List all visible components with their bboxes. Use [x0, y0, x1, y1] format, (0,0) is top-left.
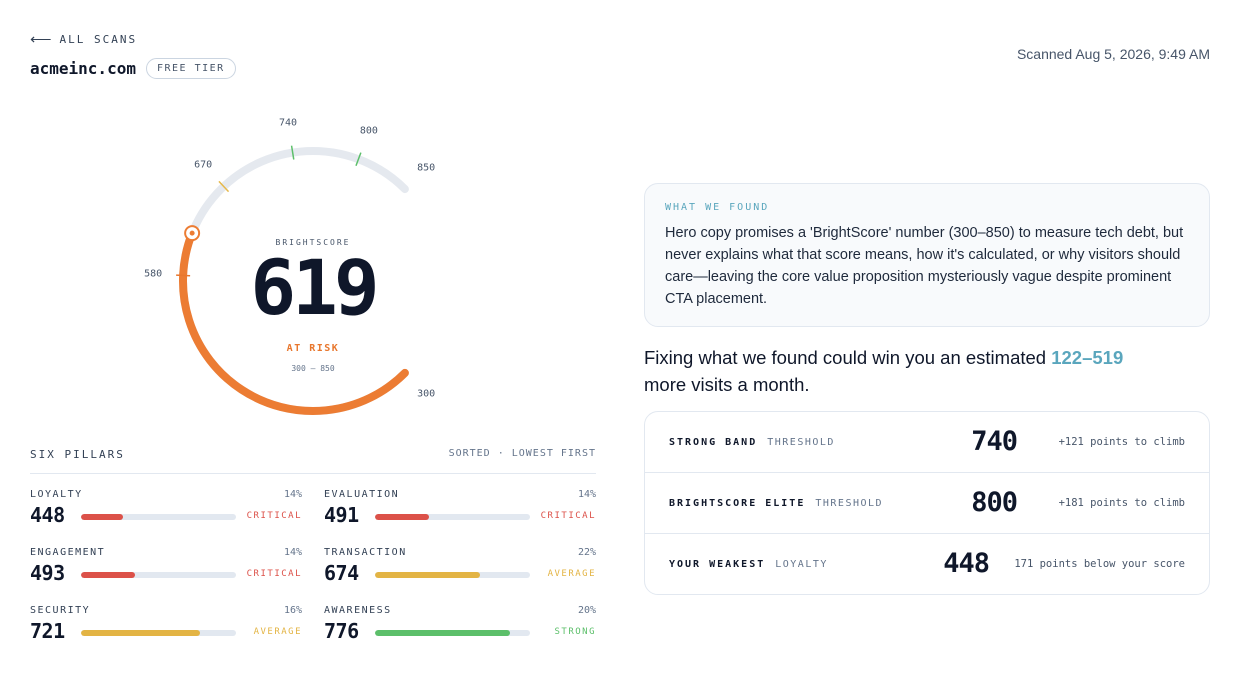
pillar-weight: 14% [283, 489, 302, 500]
threshold-sublabel: LOYALTY [775, 559, 828, 570]
pillar-score: 491 [324, 503, 359, 527]
gauge-threshold-tick [176, 274, 191, 277]
pillar-score: 493 [30, 561, 65, 585]
pillars-sort-label: SORTED · LOWEST FIRST [448, 448, 596, 459]
threshold-value: 448 [943, 548, 990, 579]
gauge-caption: BRIGHTSCORE [275, 238, 351, 247]
pillar-weight: 14% [283, 547, 302, 558]
threshold-note: +181 points to climb [1058, 497, 1185, 509]
threshold-label: BRIGHTSCORE ELITE THRESHOLD [669, 498, 884, 509]
gauge-marker-dot [189, 230, 195, 236]
threshold-row: BRIGHTSCORE ELITE THRESHOLD 800 +181 poin… [645, 473, 1209, 534]
pillar-score: 721 [30, 619, 65, 643]
threshold-note: 171 points below your score [1014, 558, 1185, 570]
threshold-label: STRONG BAND THRESHOLD [669, 437, 835, 448]
pillar-bar-fill [375, 514, 430, 520]
threshold-value: 740 [971, 426, 1018, 457]
weakest-pillar-row: YOUR WEAKEST LOYALTY 448 171 points below… [645, 534, 1209, 594]
pillars-header: SIX PILLARS SORTED · LOWEST FIRST [30, 448, 596, 474]
pillar-bar-fill [81, 572, 136, 578]
threshold-row: STRONG BAND THRESHOLD 740 +121 points to … [645, 412, 1209, 473]
pillar-evaluation: EVALUATION 14% 491 CRITICAL [324, 489, 596, 539]
gauge-threshold-tick [218, 180, 230, 193]
pillar-bar-fill [81, 514, 123, 520]
pillar-name: LOYALTY [30, 489, 83, 500]
gauge-tick-label: 670 [194, 159, 213, 171]
gauge-threshold-tick [355, 152, 362, 167]
finding-card: WHAT WE FOUND Hero copy promises a 'Brig… [644, 183, 1210, 327]
pillar-score: 674 [324, 561, 359, 585]
threshold-sublabel: THRESHOLD [815, 498, 884, 509]
thresholds-table: STRONG BAND THRESHOLD 740 +121 points to … [644, 411, 1210, 595]
back-to-all-scans-link[interactable]: ⟵ ALL SCANS [30, 32, 137, 47]
pillar-name: EVALUATION [324, 489, 400, 500]
gauge-arc [176, 145, 409, 415]
pillar-bar [81, 514, 236, 520]
pillar-status: CRITICAL [246, 569, 302, 579]
pillar-status: AVERAGE [253, 627, 302, 637]
back-link-label: ALL SCANS [59, 33, 138, 46]
gauge-tick-label: 740 [278, 117, 297, 129]
gauge-range: 300 — 850 [291, 364, 335, 373]
pillar-score: 776 [324, 619, 359, 643]
threshold-value: 800 [971, 487, 1018, 518]
pillar-engagement: ENGAGEMENT 14% 493 CRITICAL [30, 547, 302, 597]
pillar-status: STRONG [554, 627, 596, 637]
pillar-bar [375, 514, 530, 520]
arrow-left-icon: ⟵ [30, 31, 52, 48]
threshold-note: +121 points to climb [1058, 436, 1185, 448]
pillar-security: SECURITY 16% 721 AVERAGE [30, 605, 302, 655]
finding-title: WHAT WE FOUND [665, 202, 770, 213]
pillar-status: AVERAGE [547, 569, 596, 579]
estimate-text-end: more visits a month. [644, 374, 810, 395]
pillar-status: CRITICAL [540, 511, 596, 521]
pillar-weight: 20% [577, 605, 596, 616]
brightscore-gauge: 300 580 670 740 800 850 BRIGHTSCORE 619 … [140, 117, 480, 430]
tier-badge: FREE TIER [145, 58, 236, 79]
threshold-label: YOUR WEAKEST LOYALTY [669, 559, 828, 570]
traffic-estimate: Fixing what we found could win you an es… [644, 344, 1210, 398]
pillar-bar [81, 630, 236, 636]
scan-timestamp: Scanned Aug 5, 2026, 9:49 AM [1016, 46, 1210, 62]
gauge-progress [179, 229, 409, 415]
pillar-name: SECURITY [30, 605, 91, 616]
pillar-weight: 22% [577, 547, 596, 558]
pillar-bar-fill [81, 630, 201, 636]
pillar-weight: 14% [577, 489, 596, 500]
pillar-name: TRANSACTION [324, 547, 407, 558]
threshold-sublabel: THRESHOLD [767, 437, 835, 448]
pillar-score: 448 [30, 503, 65, 527]
pillar-status: CRITICAL [246, 511, 302, 521]
pillar-bar-fill [375, 630, 510, 636]
scanned-domain: acmeinc.com [30, 59, 136, 78]
gauge-tick-label: 800 [359, 125, 378, 137]
pillar-bar [375, 630, 530, 636]
estimate-range: 122–519 [1051, 347, 1124, 368]
gauge-tick-label: 850 [417, 162, 436, 174]
pillar-weight: 16% [283, 605, 302, 616]
gauge-score: 619 [250, 243, 379, 332]
pillar-loyalty: LOYALTY 14% 448 CRITICAL [30, 489, 302, 539]
pillar-name: AWARENESS [324, 605, 392, 616]
pillars-title: SIX PILLARS [30, 448, 125, 461]
estimate-text: Fixing what we found could win you an es… [644, 347, 1052, 368]
pillar-bar-fill [375, 572, 481, 578]
finding-text: Hero copy promises a 'BrightScore' numbe… [665, 225, 1184, 307]
domain-row: acmeinc.com FREE TIER [30, 58, 236, 79]
gauge-tick-label: 580 [144, 268, 163, 280]
gauge-status: AT RISK [286, 343, 340, 354]
gauge-tick-label: 300 [417, 388, 436, 400]
pillar-bar [375, 572, 530, 578]
gauge-threshold-tick [290, 145, 295, 160]
pillar-transaction: TRANSACTION 22% 674 AVERAGE [324, 547, 596, 597]
pillar-bar [81, 572, 236, 578]
pillar-awareness: AWARENESS 20% 776 STRONG [324, 605, 596, 655]
pillar-name: ENGAGEMENT [30, 547, 106, 558]
